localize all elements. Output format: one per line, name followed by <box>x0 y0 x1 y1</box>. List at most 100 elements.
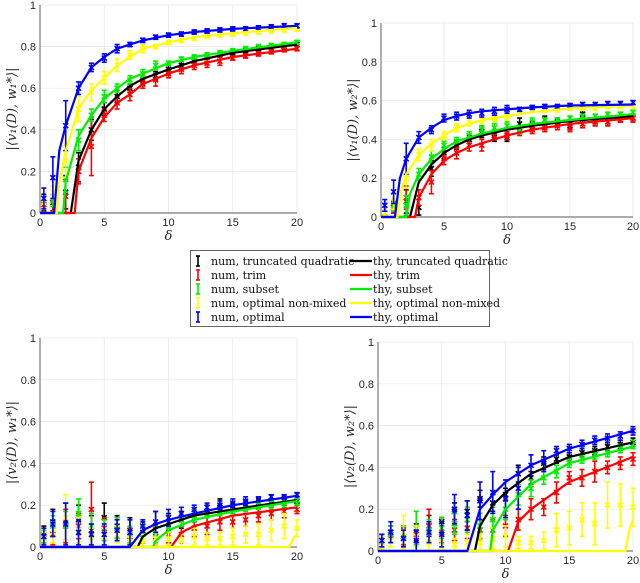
data-point-marker <box>502 533 509 540</box>
y-tick-label: 0.2 <box>21 166 36 178</box>
data-point-marker <box>229 518 236 525</box>
errorbar-optimal <box>40 527 47 546</box>
errorbar-optimal <box>101 523 108 546</box>
x-tick-label: 0 <box>37 551 43 563</box>
errorbar-nonmixed <box>566 510 573 546</box>
legend-label-num-subset: num, subset <box>211 283 280 296</box>
x-tick-label: 10 <box>162 217 174 229</box>
x-axis-label: δ <box>503 233 511 248</box>
data-point-marker <box>88 531 95 538</box>
data-point-marker <box>40 195 47 202</box>
errorbar-trim <box>579 119 586 129</box>
data-point-marker <box>566 474 573 481</box>
data-point-marker <box>255 512 262 519</box>
y-tick-label: 0.8 <box>359 379 374 391</box>
x-tick-label: 15 <box>227 217 239 229</box>
data-point-marker <box>191 506 198 513</box>
errorbar-optimal <box>75 519 82 546</box>
data-point-marker <box>203 523 211 530</box>
errorbar-nonmixed <box>268 519 275 542</box>
data-point-marker <box>178 537 185 544</box>
data-point-marker <box>75 529 82 536</box>
legend-marker-subset <box>196 283 200 295</box>
data-point-marker <box>268 527 275 534</box>
y-axis-label: |⟨v₁(D), w₂*⟩| <box>346 78 361 161</box>
x-axis-label: δ <box>165 563 173 578</box>
y-tick-label: 0 <box>30 208 36 220</box>
errorbar-optimal <box>387 520 394 544</box>
data-point-marker <box>191 533 198 540</box>
data-point-marker <box>476 539 484 546</box>
y-tick-label: 0 <box>30 542 36 554</box>
errorbar-nonmixed <box>502 525 509 548</box>
theory-line-optimal <box>40 24 298 215</box>
data-point-marker <box>62 520 69 528</box>
theory-line-trim <box>381 117 634 219</box>
y-tick-label: 0 <box>368 546 374 558</box>
errorbar-trim <box>293 45 301 52</box>
legend-marker-truncated <box>196 255 200 267</box>
data-point-marker <box>40 533 47 540</box>
errorbar-nonmixed <box>515 535 522 550</box>
errorbar-optimal <box>464 500 471 531</box>
x-tick-label: 0 <box>378 221 384 233</box>
data-point-marker <box>126 529 134 536</box>
y-axis-label: |⟨v₂(D), w₂*⟩| <box>343 405 358 488</box>
y-tick-label: 0 <box>371 212 377 224</box>
x-tick-label: 10 <box>501 221 513 233</box>
data-point-marker <box>203 504 211 511</box>
x-tick-label: 15 <box>564 221 576 233</box>
legend-label-num-optimal: num, optimal <box>211 311 285 324</box>
x-tick-label: 20 <box>627 555 639 567</box>
data-point-marker <box>49 520 56 528</box>
errorbar-optimal <box>476 481 484 521</box>
data-point-marker <box>139 523 146 530</box>
legend-marker-nonmixed <box>196 297 200 309</box>
legend-label-thy-truncated: thy, truncated quadratic <box>373 255 508 268</box>
x-tick-label: 10 <box>499 555 511 567</box>
errorbar-optimal <box>400 529 407 548</box>
data-point-marker <box>400 535 407 542</box>
data-point-marker <box>216 535 223 542</box>
y-tick-label: 0.4 <box>362 134 377 146</box>
errorbar-nonmixed <box>617 483 624 527</box>
data-point-marker <box>578 516 586 523</box>
y-tick-label: 0.6 <box>362 96 377 108</box>
errorbar-optimal <box>40 187 47 210</box>
errorbar-optimal <box>88 523 95 546</box>
x-tick-label: 5 <box>439 555 445 567</box>
y-tick-label: 0.4 <box>21 458 36 470</box>
errorbar-optimal <box>62 502 69 546</box>
x-tick-label: 10 <box>162 551 174 563</box>
errorbar-subset <box>527 479 535 498</box>
y-tick-label: 0.2 <box>21 500 36 512</box>
y-tick-label: 0.8 <box>362 57 377 69</box>
data-point-marker <box>381 202 388 209</box>
y-tick-label: 0.4 <box>359 462 374 474</box>
legend-label-thy-subset: thy, subset <box>373 283 433 296</box>
errorbar-nonmixed <box>591 502 598 546</box>
data-point-marker <box>88 506 95 513</box>
data-point-marker <box>165 535 172 542</box>
x-tick-label: 20 <box>291 551 303 563</box>
theory-line-nonmixed <box>381 104 634 219</box>
data-point-marker <box>378 537 385 544</box>
errorbar-nonmixed <box>242 525 249 544</box>
data-point-marker <box>229 533 236 540</box>
data-point-marker <box>49 174 56 181</box>
theory-line-subset <box>381 113 634 219</box>
data-point-marker <box>75 510 82 517</box>
errorbar-nonmixed <box>604 481 611 529</box>
errorbar-optimal <box>378 533 385 548</box>
errorbar-optimal <box>425 520 433 544</box>
errorbar-nonmixed <box>216 531 223 546</box>
errorbar-nonmixed <box>527 535 535 550</box>
subplot-1: 0 5 10 15 20 0 0.2 0.4 0.6 0.8 1 δ |⟨v₁(D), w₁*⟩| <box>5 0 303 244</box>
x-axis-label: δ <box>165 229 173 244</box>
data-point-marker <box>293 45 301 52</box>
x-tick-label: 5 <box>101 551 107 563</box>
legend-marker-optimal <box>196 311 200 323</box>
data-point-marker <box>390 188 397 195</box>
